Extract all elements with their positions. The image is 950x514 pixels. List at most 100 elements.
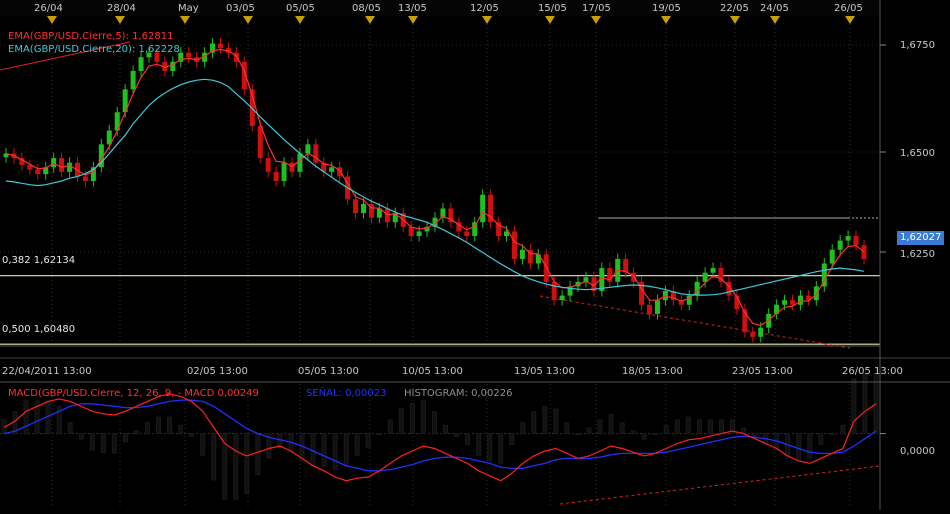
histogram-bar <box>619 422 625 435</box>
candle-body <box>647 304 652 314</box>
histogram-bar <box>630 430 636 435</box>
candle-body <box>313 144 319 163</box>
histogram-bar <box>443 424 449 435</box>
signal-legend: SEÑAL: 0,00023 <box>306 388 387 399</box>
date-marker <box>295 16 305 24</box>
trend-line-upper <box>0 41 131 71</box>
histogram-bar <box>67 422 73 435</box>
date-marker <box>47 16 57 24</box>
histogram-bar <box>376 433 382 436</box>
histogram-bar <box>498 433 504 465</box>
candle-body <box>551 281 557 301</box>
fib-500-label: 0,500 1,60480 <box>2 324 76 335</box>
candle-body <box>106 130 112 145</box>
histogram-bar <box>807 433 813 459</box>
candle-body <box>480 194 486 223</box>
top-date-label: 28/04 <box>107 3 136 14</box>
top-date-label: 22/05 <box>720 3 749 14</box>
candle-body <box>337 167 343 177</box>
histogram-bar <box>89 433 95 451</box>
date-marker <box>365 16 375 24</box>
bottom-time-label: 05/05 13:00 <box>298 366 359 377</box>
candle-body <box>511 231 517 259</box>
candle-body <box>639 281 645 305</box>
candle-body <box>805 295 811 301</box>
date-marker <box>730 16 740 24</box>
histogram-bar <box>542 405 548 435</box>
candle-body <box>734 295 740 310</box>
bottom-time-label: 10/05 13:00 <box>402 366 463 377</box>
histogram-bar <box>156 416 162 435</box>
histogram-bar <box>641 433 647 440</box>
histogram-bar <box>266 433 272 459</box>
histogram-bar <box>531 411 537 435</box>
histogram-bar <box>840 424 846 435</box>
histogram-bar <box>255 433 261 476</box>
candle-body <box>218 43 223 49</box>
candle-body <box>758 327 764 337</box>
candle-body <box>678 300 684 305</box>
date-strip <box>0 0 880 16</box>
candle-body <box>575 281 581 287</box>
candle-body <box>623 258 629 273</box>
date-marker <box>115 16 125 24</box>
histogram-bar <box>189 433 195 437</box>
histogram-bar <box>564 422 570 435</box>
date-marker <box>180 16 190 24</box>
candle-body <box>257 126 263 159</box>
candle-body <box>654 300 660 314</box>
date-marker <box>661 16 671 24</box>
candle-body <box>59 158 65 172</box>
histogram-bar <box>553 408 559 435</box>
candle-body <box>559 295 565 301</box>
candle-body <box>535 254 541 264</box>
candle-body <box>273 171 279 181</box>
histogram-bar <box>752 433 758 437</box>
histogram-bar <box>730 419 736 435</box>
candle-body <box>178 52 184 62</box>
date-marker <box>770 16 780 24</box>
histogram-bar <box>652 433 658 436</box>
current-price-tag: 1,62027 <box>897 231 945 245</box>
histogram-bar <box>178 424 184 435</box>
candle-body <box>670 291 676 301</box>
histogram-bar <box>608 414 614 435</box>
histogram-bar <box>211 433 217 481</box>
bottom-time-label: 02/05 13:00 <box>187 366 248 377</box>
candle-body <box>162 61 168 71</box>
bottom-time-label: 26/05 13:00 <box>842 366 903 377</box>
histogram-bar <box>829 433 835 436</box>
candle-body <box>376 208 382 218</box>
candle-body <box>821 263 827 287</box>
histogram-bar <box>233 433 239 500</box>
bottom-time-label: 13/05 13:00 <box>514 366 575 377</box>
candle-body <box>210 43 216 53</box>
histogram-bar <box>431 411 437 435</box>
macd-zero-label: 0,0000 <box>900 446 935 457</box>
trend-line-lower <box>539 295 851 349</box>
candle-body <box>853 236 859 246</box>
price-tick-1: 1,6750 <box>900 40 935 51</box>
candle-body <box>774 304 780 314</box>
candle-body <box>496 222 502 236</box>
candle-body <box>241 61 247 90</box>
candle-body <box>281 162 287 181</box>
histogram-bar <box>796 433 802 462</box>
candle-body <box>543 254 549 282</box>
histogram-bar <box>454 433 460 437</box>
candle-body <box>472 222 478 236</box>
candle-body <box>321 162 327 172</box>
histogram-bar <box>575 433 581 436</box>
histogram-bar <box>718 419 724 435</box>
histogram-bar <box>520 422 526 435</box>
candle-body <box>289 162 295 172</box>
candle-body <box>710 268 716 273</box>
candle-body <box>170 61 176 71</box>
candle-body <box>146 52 152 58</box>
histogram-bar <box>685 416 691 435</box>
histogram-bar <box>420 400 426 435</box>
histogram-bar <box>23 400 29 435</box>
bottom-time-label: 23/05 13:00 <box>732 366 793 377</box>
histogram-bar <box>244 433 250 495</box>
